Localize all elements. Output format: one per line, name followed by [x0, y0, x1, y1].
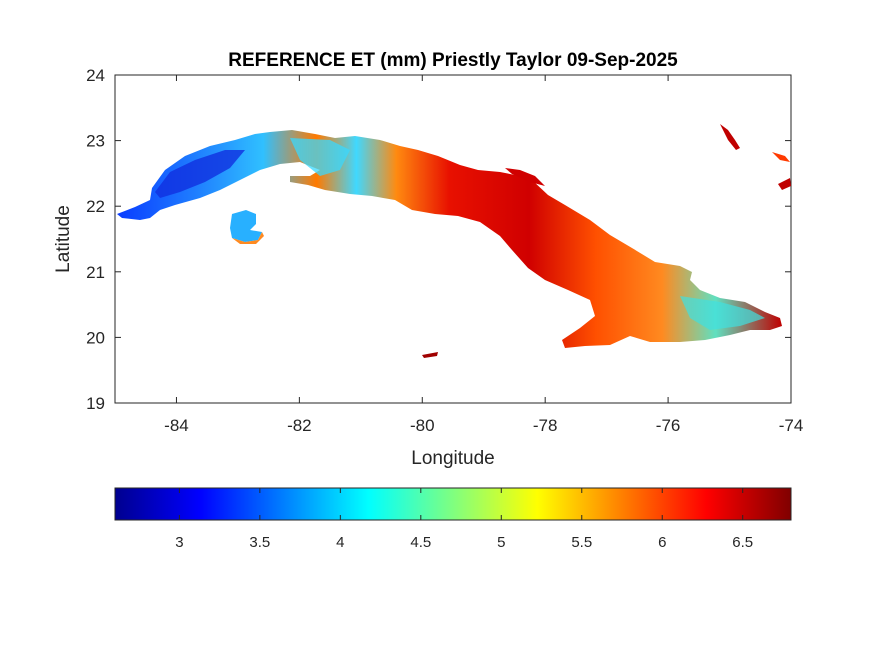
y-axis-label: Latitude	[53, 205, 74, 273]
cayo-north-east-1	[720, 124, 740, 150]
x-tick-label: -80	[410, 416, 435, 435]
x-tick-label: -74	[779, 416, 804, 435]
chart-title: REFERENCE ET (mm) Priestly Taylor 09-Sep…	[228, 50, 678, 71]
cayo-south	[422, 352, 438, 358]
et-map-layer	[117, 124, 791, 358]
colorbar-tick-label: 3	[175, 534, 183, 551]
x-tick-label: -82	[287, 416, 312, 435]
cayo-east-edge	[778, 178, 791, 190]
colorbar-tick-label: 3.5	[249, 534, 270, 551]
colorbar-ticks: 3 3.5 4 4.5 5 5.5 6 6.5	[175, 488, 753, 551]
x-tick-label: -78	[533, 416, 558, 435]
x-axis-ticks: -84 -82 -80 -78 -76 -74	[164, 75, 803, 435]
y-tick-label: 21	[86, 263, 105, 282]
cuba-main-island	[117, 130, 782, 348]
y-tick-label: 23	[86, 132, 105, 151]
colorbar-tick-label: 5.5	[571, 534, 592, 551]
colorbar-tick-label: 5	[497, 534, 505, 551]
western-low-et-patch	[155, 150, 245, 198]
x-tick-label: -76	[656, 416, 681, 435]
y-tick-label: 19	[86, 394, 105, 413]
plot-area	[114, 74, 792, 404]
colorbar-tick-label: 4.5	[410, 534, 431, 551]
y-axis-ticks: 19 20 21 22 23 24	[86, 66, 791, 413]
isla-de-la-juventud	[230, 210, 262, 242]
colorbar-tick-label: 6.5	[732, 534, 753, 551]
colorbar-tick-label: 6	[658, 534, 666, 551]
y-tick-label: 20	[86, 328, 105, 347]
y-tick-label: 22	[86, 197, 105, 216]
cayo-north-east-2	[772, 152, 790, 162]
y-tick-label: 24	[86, 66, 105, 85]
eastern-cyan-patch	[680, 296, 765, 330]
cayos-north-central	[505, 168, 545, 186]
colorbar	[114, 487, 792, 521]
north-central-cyan-patch	[290, 138, 350, 176]
isla-south-coast	[232, 232, 264, 244]
x-tick-label: -84	[164, 416, 189, 435]
colorbar-tick-label: 4	[336, 534, 344, 551]
x-axis-label: Longitude	[411, 448, 494, 469]
